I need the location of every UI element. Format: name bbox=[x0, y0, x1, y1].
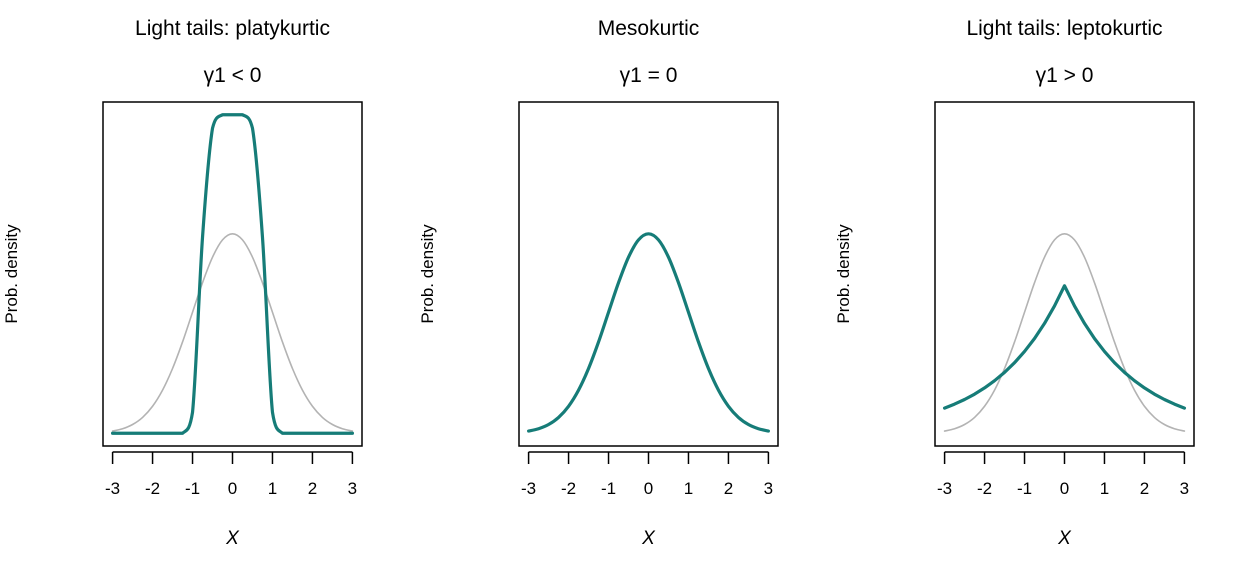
density-curve bbox=[526, 232, 771, 433]
x-tick-label: -1 bbox=[601, 479, 616, 498]
panel-subtitle: γ1 = 0 bbox=[620, 64, 678, 87]
x-axis-label: X bbox=[641, 528, 656, 549]
x-tick-label: -3 bbox=[521, 479, 536, 498]
panel-title: Light tails: leptokurtic bbox=[966, 17, 1162, 40]
plot-frame bbox=[934, 101, 1195, 447]
x-tick-label: -2 bbox=[977, 479, 992, 498]
x-tick-label: -3 bbox=[105, 479, 120, 498]
x-axis-label: X bbox=[225, 528, 240, 549]
x-axis-label: X bbox=[1057, 528, 1072, 549]
panel-title: Light tails: platykurtic bbox=[135, 17, 330, 40]
panel-subtitle: γ1 > 0 bbox=[1036, 64, 1094, 87]
x-tick-label: 0 bbox=[228, 479, 237, 498]
x-tick-label: 1 bbox=[268, 479, 277, 498]
panel-subtitle: γ1 < 0 bbox=[204, 64, 262, 87]
panel-2: Mesokurtic γ1 = 0 -3 -2 -1 0 1 2 3 X Prob. density bbox=[418, 17, 779, 549]
x-tick-label: -1 bbox=[185, 479, 200, 498]
panel-title: Mesokurtic bbox=[598, 17, 700, 40]
x-tick-label: 1 bbox=[1100, 479, 1109, 498]
x-tick-label: 3 bbox=[764, 479, 773, 498]
x-tick-label: 1 bbox=[684, 479, 693, 498]
x-tick-label: 0 bbox=[1060, 479, 1069, 498]
y-axis-label: Prob. density bbox=[2, 224, 21, 324]
normal-reference-curve bbox=[111, 232, 354, 432]
x-tick-label: -2 bbox=[561, 479, 576, 498]
x-tick-label: -1 bbox=[1017, 479, 1032, 498]
x-tick-label: 2 bbox=[724, 479, 733, 498]
normal-reference-curve bbox=[943, 232, 1186, 432]
plot-frame bbox=[102, 101, 363, 447]
density-curve bbox=[942, 284, 1187, 410]
panel-3: Light tails: leptokurtic γ1 > 0 -3 -2 -1 0 1 2 3… bbox=[834, 17, 1195, 549]
plot-frame bbox=[518, 101, 779, 447]
x-tick-label: 3 bbox=[1180, 479, 1189, 498]
x-tick-label: -2 bbox=[145, 479, 160, 498]
x-tick-label: 0 bbox=[644, 479, 653, 498]
x-tick-label: 2 bbox=[308, 479, 317, 498]
density-curve bbox=[110, 113, 355, 435]
y-axis-label: Prob. density bbox=[834, 224, 853, 324]
x-tick-label: 2 bbox=[1140, 479, 1149, 498]
x-tick-label: 3 bbox=[348, 479, 357, 498]
x-tick-label: -3 bbox=[937, 479, 952, 498]
y-axis-label: Prob. density bbox=[418, 224, 437, 324]
panel-1: Light tails: platykurtic γ1 < 0 -3 -2 -1 0 1 2 3… bbox=[2, 17, 363, 549]
